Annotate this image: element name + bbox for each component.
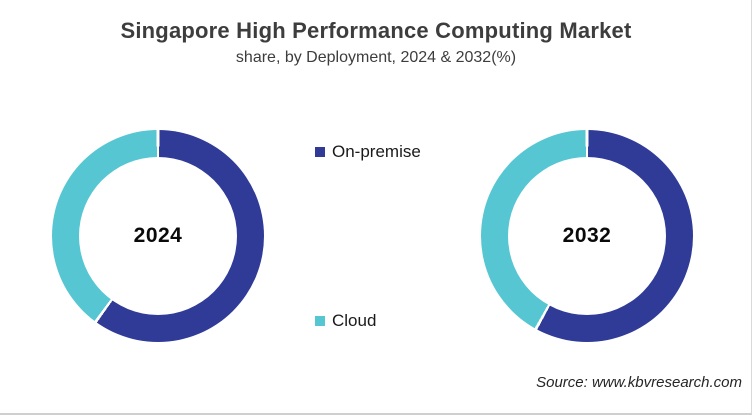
donut-chart-2032: 2032 [481, 130, 693, 342]
legend-label-on-premise: On-premise [332, 142, 421, 161]
chart-title: Singapore High Performance Computing Mar… [120, 18, 632, 43]
cloud-swatch-icon [315, 316, 325, 326]
on-premise-swatch-icon [315, 147, 325, 157]
donut-hole-2024: 2024 [79, 157, 237, 315]
legend-item-cloud: Cloud [315, 311, 376, 331]
donut-chart-2024: 2024 [52, 130, 264, 342]
chart-subtitle: share, by Deployment, 2024 & 2032(%) [235, 49, 517, 66]
donut-center-label-2024: 2024 [133, 224, 183, 247]
donut-center-label-2032: 2032 [562, 224, 612, 247]
legend-item-on-premise: On-premise [315, 142, 421, 162]
legend-label-cloud: Cloud [332, 311, 377, 330]
legend: On-premise Cloud [315, 0, 455, 415]
donut-hole-2032: 2032 [508, 157, 666, 315]
source-attribution: Source: www.kbvresearch.com [536, 374, 742, 391]
